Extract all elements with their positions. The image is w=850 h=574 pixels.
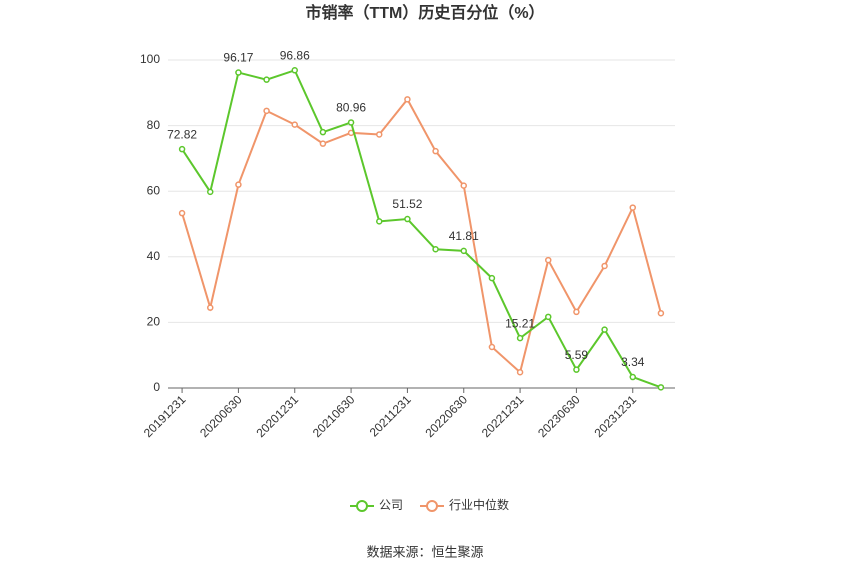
data-label: 15.21	[505, 316, 535, 330]
point	[657, 384, 665, 391]
x-tick-label: 20230630	[535, 392, 583, 440]
x-tick-label: 20220630	[422, 392, 470, 440]
y-tick-label: 20	[147, 315, 161, 329]
point	[178, 145, 186, 153]
point	[516, 334, 524, 342]
point	[347, 119, 355, 126]
legend-label: 行业中位数	[449, 497, 509, 512]
data-label: 5.59	[565, 348, 589, 362]
point	[460, 182, 467, 189]
point	[657, 309, 665, 317]
point	[235, 69, 242, 76]
point	[376, 218, 383, 225]
point	[629, 373, 636, 381]
point	[601, 326, 608, 333]
point	[178, 209, 186, 217]
y-tick-label: 80	[147, 118, 161, 132]
y-tick-label: 40	[147, 249, 161, 263]
point	[629, 204, 636, 211]
x-tick-label: 20191231	[141, 392, 189, 440]
point	[404, 96, 411, 103]
point	[319, 140, 327, 147]
point	[235, 181, 242, 188]
y-tick-label: 100	[140, 52, 160, 66]
y-tick-label: 60	[147, 183, 161, 197]
legend-marker	[356, 500, 368, 512]
data-label: 96.86	[280, 48, 310, 62]
x-tick-label: 20201231	[253, 392, 301, 440]
point	[460, 247, 467, 255]
x-tick-label: 20200630	[197, 392, 245, 440]
point	[432, 147, 439, 155]
x-tick-label: 20210630	[310, 392, 358, 440]
x-tick-label: 20211231	[367, 392, 414, 439]
point	[263, 107, 270, 115]
point	[573, 308, 580, 316]
data-label: 72.82	[167, 127, 197, 141]
point	[291, 121, 298, 128]
series-line	[181, 97, 662, 375]
point	[545, 313, 552, 321]
point	[488, 274, 496, 282]
legend-label: 公司	[379, 498, 403, 512]
point	[291, 67, 298, 74]
point	[488, 343, 496, 351]
point	[432, 246, 439, 253]
data-label: 96.17	[223, 51, 253, 65]
point	[516, 369, 524, 376]
point	[207, 304, 214, 311]
point	[319, 128, 327, 136]
series-line	[181, 69, 662, 389]
point	[601, 262, 608, 270]
point	[573, 366, 580, 373]
point	[376, 131, 383, 138]
data-label: 51.52	[392, 197, 422, 211]
x-tick-label: 20231231	[591, 392, 639, 440]
data-label: 80.96	[336, 101, 366, 115]
point	[404, 215, 411, 223]
chart-title: 市销率（TTM）历史百分位（%）	[305, 3, 544, 22]
legend-marker	[426, 500, 438, 512]
data-label: 3.34	[621, 355, 645, 369]
data-label: 41.81	[449, 229, 479, 243]
point	[263, 76, 270, 83]
point	[545, 256, 552, 264]
point	[207, 188, 214, 196]
y-tick-label: 0	[153, 380, 160, 394]
x-tick-label: 20221231	[479, 392, 527, 440]
source: 数据来源：恒生聚源	[366, 544, 483, 559]
